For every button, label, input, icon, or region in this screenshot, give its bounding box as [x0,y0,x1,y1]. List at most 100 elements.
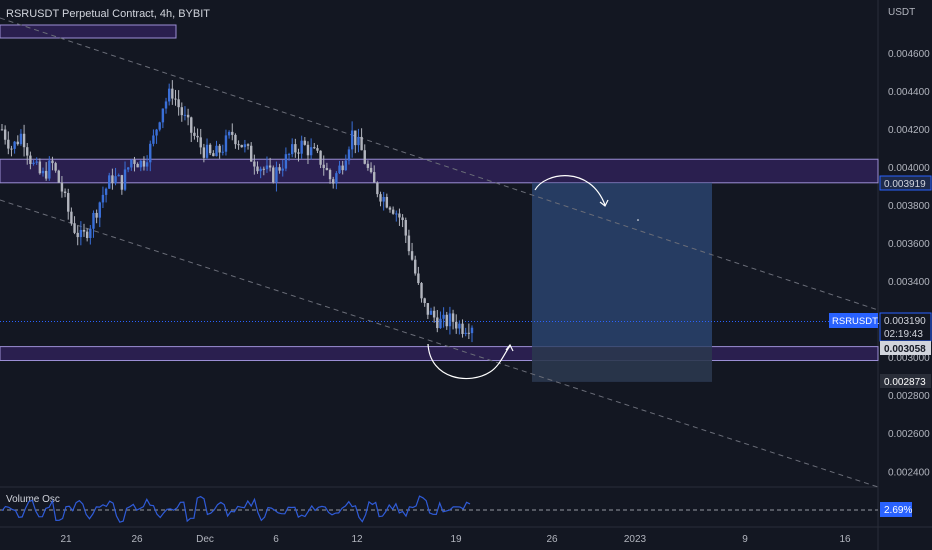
candle-body [199,137,202,148]
time-tick-label: 16 [839,534,851,545]
time-tick-label: Dec [196,534,214,545]
trendline-upper[interactable] [0,17,879,311]
arrow-curve-down[interactable] [427,343,511,380]
price-zone[interactable] [0,346,879,361]
candle-body [142,160,146,167]
time-tick-label: 19 [450,534,462,545]
candle-body [332,179,335,184]
symbol-label: RSRUSDT.P [832,316,886,327]
candle-body [3,129,7,140]
candle-body [388,207,392,210]
arrow-curve-up[interactable] [534,175,606,206]
candle-body [234,134,237,145]
candle-body [32,162,35,165]
candle-body [186,114,190,118]
candle-body [180,107,183,116]
candle-body [363,150,366,164]
candle-body [243,144,247,148]
target-price-label: 0.002873 [884,377,926,388]
candle-body [202,147,206,158]
candle-body [360,136,363,151]
candle-body [322,164,325,168]
candle-body [309,147,313,156]
drawn-rectangle[interactable] [0,24,177,39]
candle-body [256,166,259,172]
candle-body [262,168,266,170]
trendline-lower[interactable] [0,199,879,488]
candle-body [379,194,382,202]
candle-body [85,231,89,239]
candle-body [136,163,139,168]
candle-body [95,212,98,218]
candle-body [193,132,196,136]
candle-body [404,220,407,236]
candle-body [357,136,360,146]
chart-title[interactable]: RSRUSDT Perpetual Contract, 4h, BYBIT [6,8,210,20]
candle-body [407,235,411,252]
candle-body [155,129,158,136]
candle-body [467,332,471,334]
zone-bottom-price-label: 0.003058 [884,344,926,355]
candle-body [196,135,199,138]
candle-body [423,298,426,304]
candle-body [338,165,341,174]
candle-body [98,202,101,218]
price-zone[interactable] [0,158,879,184]
candle-body [13,141,16,149]
oscillator-value-tag: 2.69% [880,502,912,517]
candle-body [442,314,445,319]
candle-body [281,168,284,171]
candle-body [300,140,303,154]
candle-body [41,170,45,174]
price-axis-ticks[interactable]: 0.004600 0.004400 0.004200 0.004000 0.003800… [888,49,930,479]
candle-body [205,144,209,158]
candle-body [369,167,373,173]
candle-body [284,154,288,169]
candle-body [158,122,161,130]
candle-body [123,169,127,190]
candle-body [237,144,240,146]
price-tick-label: 0.004400 [888,87,930,98]
target-price-tag: 0.002873 [880,374,931,388]
candle-body [22,133,26,148]
candle-body [117,175,120,177]
candle-body [174,98,177,100]
oscillator-value-label: 2.69% [884,505,912,516]
candle-body [57,170,60,183]
candle-body [171,88,174,99]
candle-body [35,161,38,163]
time-tick-label: 12 [351,534,363,545]
candle-body [208,144,212,154]
candle-body [218,145,221,153]
candle-body [215,145,218,157]
price-tick-label: 0.002600 [888,429,930,440]
time-axis-ticks[interactable]: 21 26 Dec 6 12 19 26 2023 9 16 [60,534,851,545]
candle-body [436,317,439,329]
projection-box-lower [532,346,712,382]
candle-body [167,88,171,102]
price-tick-label: 0.004600 [888,49,930,60]
candle-body [82,229,86,232]
candle-body [461,323,464,334]
candle-body [73,223,76,233]
candle-body [54,163,57,171]
candle-body [297,152,300,154]
arrow-head-down [505,343,514,352]
candle-body [114,176,117,184]
volume-oscillator-line[interactable] [1,495,471,523]
candle-body [76,232,79,238]
candlestick-series[interactable] [0,80,474,343]
candle-body [161,108,165,123]
candle-body [70,211,73,224]
candle-body [130,159,133,168]
candle-body [89,228,92,239]
time-tick-label: 6 [273,534,279,545]
indicator-name[interactable]: Volume Osc [6,494,60,505]
candle-body [231,131,234,135]
candle-body [177,99,180,108]
candle-body [63,191,67,194]
candle-body [108,175,111,189]
candle-body [420,283,423,299]
